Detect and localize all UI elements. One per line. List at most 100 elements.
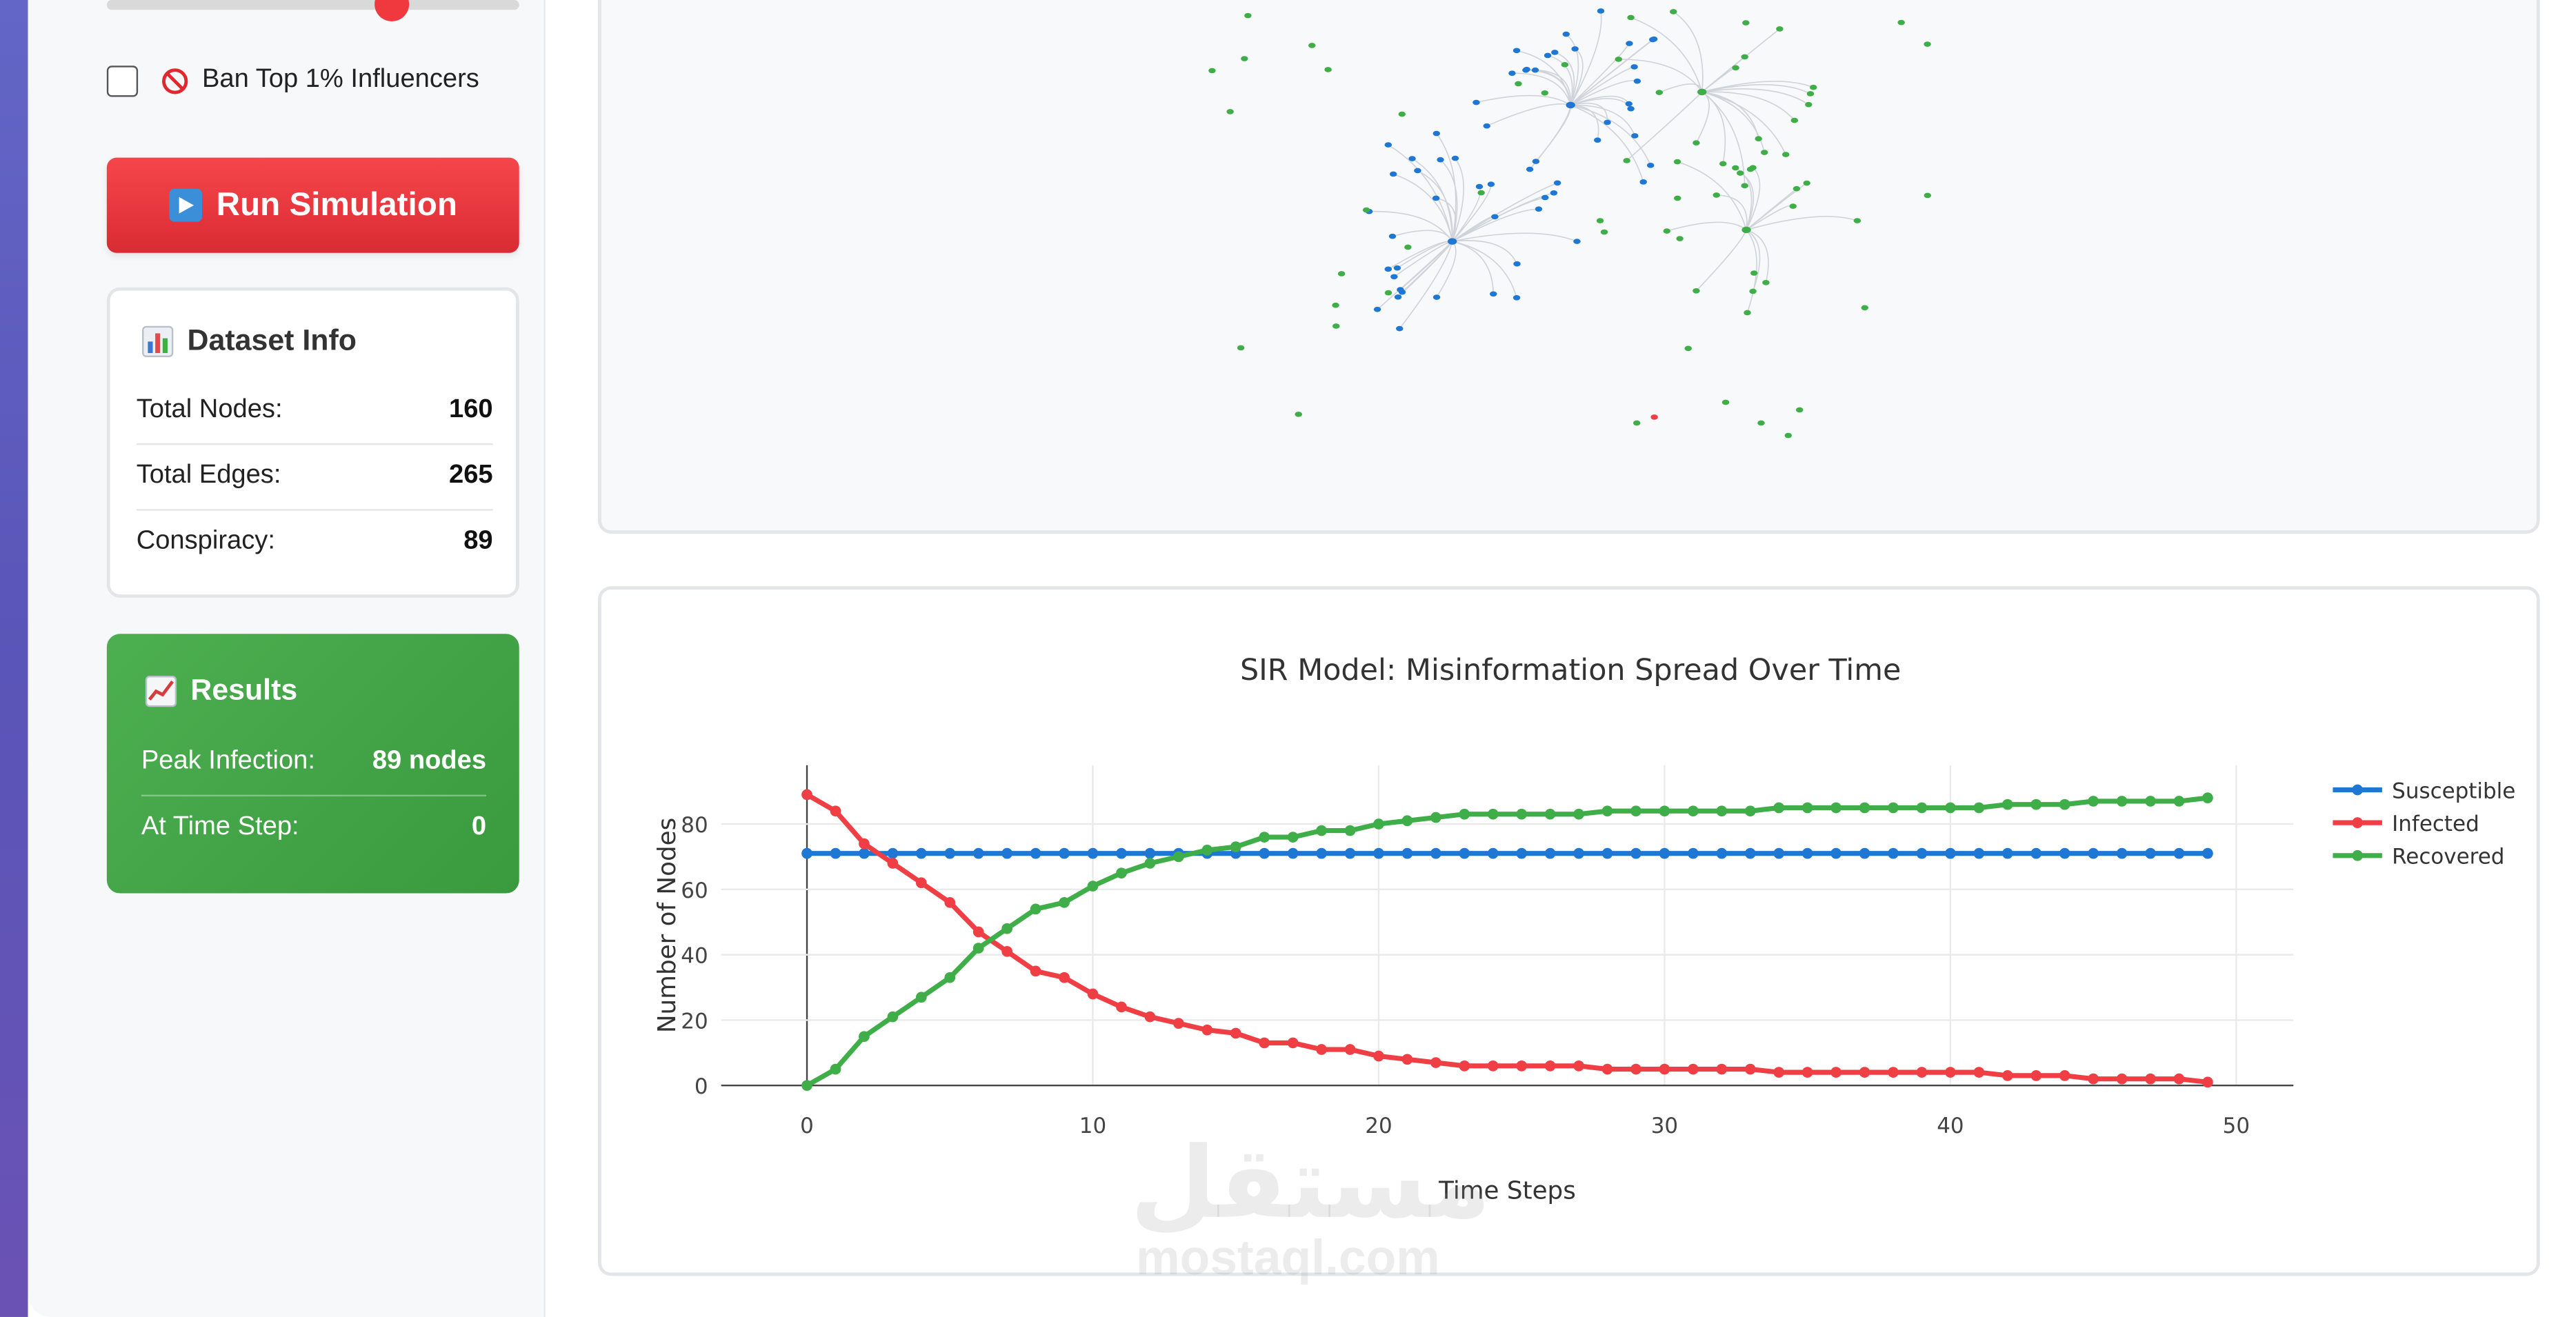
data-point-susceptible[interactable]: [2088, 847, 2099, 859]
network-node[interactable]: [1513, 261, 1521, 267]
network-node[interactable]: [1393, 265, 1401, 271]
network-node[interactable]: [1750, 270, 1758, 276]
data-point-infected[interactable]: [1659, 1063, 1670, 1075]
data-point-recovered[interactable]: [1516, 808, 1528, 820]
data-point-infected[interactable]: [1916, 1067, 1928, 1078]
data-point-recovered[interactable]: [1087, 881, 1099, 892]
data-point-recovered[interactable]: [1630, 805, 1641, 817]
network-node[interactable]: [1670, 9, 1677, 14]
network-node[interactable]: [1697, 88, 1707, 96]
network-node[interactable]: [1732, 65, 1739, 71]
data-point-infected[interactable]: [2116, 1073, 2128, 1085]
data-point-infected[interactable]: [859, 838, 870, 849]
network-node[interactable]: [1472, 99, 1480, 105]
network-node[interactable]: [1721, 399, 1730, 405]
data-point-infected[interactable]: [1287, 1037, 1299, 1049]
network-node[interactable]: [1414, 168, 1421, 174]
network-node[interactable]: [1741, 183, 1748, 189]
network-node[interactable]: [1551, 50, 1559, 55]
network-node[interactable]: [1684, 345, 1692, 352]
network-node[interactable]: [1373, 306, 1381, 312]
data-point-infected[interactable]: [1630, 1063, 1641, 1075]
data-point-recovered[interactable]: [2059, 798, 2070, 810]
network-node[interactable]: [1532, 159, 1540, 164]
network-node[interactable]: [1448, 238, 1457, 245]
network-node[interactable]: [1627, 14, 1635, 21]
network-node[interactable]: [1741, 54, 1748, 60]
data-point-infected[interactable]: [1573, 1060, 1584, 1072]
network-node[interactable]: [1398, 289, 1406, 295]
network-graph[interactable]: [601, 0, 2544, 537]
data-point-infected[interactable]: [1001, 945, 1013, 957]
network-node[interactable]: [1541, 90, 1549, 96]
network-node[interactable]: [1853, 218, 1861, 223]
data-point-recovered[interactable]: [1659, 805, 1670, 817]
data-point-infected[interactable]: [944, 897, 956, 908]
data-point-recovered[interactable]: [1230, 841, 1241, 852]
network-node[interactable]: [1796, 407, 1804, 413]
data-point-susceptible[interactable]: [1401, 847, 1413, 859]
network-node[interactable]: [1673, 159, 1681, 165]
network-node[interactable]: [1237, 345, 1245, 351]
data-point-recovered[interactable]: [1973, 802, 1985, 814]
data-point-infected[interactable]: [2145, 1073, 2156, 1085]
network-node[interactable]: [1633, 78, 1641, 84]
network-node[interactable]: [1408, 156, 1416, 161]
data-point-susceptible[interactable]: [2059, 847, 2070, 859]
data-point-infected[interactable]: [1230, 1027, 1241, 1039]
data-point-susceptible[interactable]: [915, 847, 927, 859]
network-node[interactable]: [1761, 150, 1768, 155]
data-point-recovered[interactable]: [1059, 897, 1070, 908]
network-node[interactable]: [1395, 325, 1404, 332]
network-node[interactable]: [1571, 46, 1579, 52]
network-node[interactable]: [1793, 185, 1801, 192]
data-point-susceptible[interactable]: [1801, 847, 1813, 859]
data-point-susceptible[interactable]: [1287, 847, 1299, 859]
network-node[interactable]: [1389, 171, 1397, 177]
data-point-infected[interactable]: [1201, 1024, 1213, 1036]
data-point-infected[interactable]: [1459, 1060, 1470, 1072]
legend-item-susceptible[interactable]: Susceptible: [2333, 778, 2515, 803]
data-point-infected[interactable]: [1144, 1011, 1156, 1023]
data-point-infected[interactable]: [1430, 1057, 1441, 1068]
data-point-susceptible[interactable]: [2001, 847, 2013, 859]
legend-item-infected[interactable]: Infected: [2333, 812, 2479, 836]
network-node[interactable]: [1639, 179, 1647, 185]
data-point-recovered[interactable]: [801, 1080, 812, 1092]
data-point-infected[interactable]: [1316, 1044, 1327, 1055]
network-node[interactable]: [1597, 8, 1605, 14]
data-point-susceptible[interactable]: [944, 847, 956, 859]
data-point-recovered[interactable]: [1888, 802, 1899, 814]
network-node[interactable]: [1332, 302, 1339, 308]
network-node[interactable]: [1477, 190, 1485, 196]
network-node[interactable]: [1737, 170, 1744, 176]
data-point-susceptible[interactable]: [2145, 847, 2156, 859]
network-node[interactable]: [1394, 294, 1402, 300]
network-node[interactable]: [1924, 192, 1932, 199]
data-point-infected[interactable]: [1830, 1067, 1841, 1078]
data-point-infected[interactable]: [1059, 972, 1070, 983]
data-point-susceptible[interactable]: [859, 847, 870, 859]
network-node[interactable]: [1491, 214, 1499, 220]
data-point-susceptible[interactable]: [1716, 847, 1728, 859]
data-point-susceptible[interactable]: [1259, 847, 1270, 859]
data-point-infected[interactable]: [2001, 1070, 2013, 1081]
data-point-susceptible[interactable]: [1830, 847, 1841, 859]
network-node[interactable]: [1437, 157, 1444, 163]
data-point-susceptible[interactable]: [1516, 847, 1528, 859]
data-point-recovered[interactable]: [1459, 808, 1470, 820]
network-node[interactable]: [1615, 57, 1622, 62]
network-node[interactable]: [1550, 190, 1558, 196]
data-point-infected[interactable]: [972, 926, 984, 938]
legend-item-recovered[interactable]: Recovered: [2333, 845, 2504, 869]
network-graph-panel[interactable]: [598, 0, 2540, 534]
data-point-susceptible[interactable]: [801, 847, 812, 859]
network-node[interactable]: [1749, 288, 1757, 294]
data-point-infected[interactable]: [1087, 988, 1099, 1000]
data-point-susceptible[interactable]: [1030, 847, 1041, 859]
network-node[interactable]: [1746, 166, 1755, 172]
network-node[interactable]: [1295, 412, 1302, 417]
data-point-recovered[interactable]: [1401, 815, 1413, 827]
data-point-recovered[interactable]: [915, 992, 927, 1003]
network-node[interactable]: [1244, 12, 1252, 19]
